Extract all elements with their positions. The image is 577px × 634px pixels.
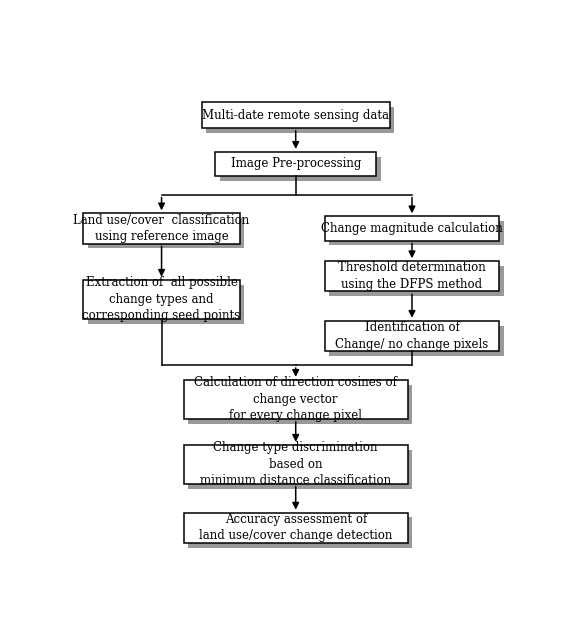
FancyBboxPatch shape bbox=[83, 280, 240, 319]
FancyBboxPatch shape bbox=[184, 380, 407, 419]
FancyBboxPatch shape bbox=[220, 157, 381, 181]
FancyBboxPatch shape bbox=[83, 213, 240, 243]
Text: Calculation of direction cosines of
change vector
for every change pixel: Calculation of direction cosines of chan… bbox=[194, 376, 397, 422]
FancyBboxPatch shape bbox=[215, 152, 376, 176]
FancyBboxPatch shape bbox=[329, 325, 504, 356]
FancyBboxPatch shape bbox=[184, 444, 407, 484]
FancyBboxPatch shape bbox=[329, 266, 504, 296]
Text: Multi-date remote sensing data: Multi-date remote sensing data bbox=[202, 108, 389, 122]
Text: Change type discrimination
based on
minimum distance classification: Change type discrimination based on mini… bbox=[200, 441, 391, 487]
FancyBboxPatch shape bbox=[325, 216, 499, 240]
Text: Identification of
Change/ no change pixels: Identification of Change/ no change pixe… bbox=[335, 321, 489, 351]
FancyBboxPatch shape bbox=[184, 512, 407, 543]
Text: Image Pre-processing: Image Pre-processing bbox=[231, 157, 361, 171]
FancyBboxPatch shape bbox=[329, 221, 504, 245]
FancyBboxPatch shape bbox=[188, 517, 412, 548]
FancyBboxPatch shape bbox=[88, 285, 244, 323]
Text: Threshold determination
using the DFPS method: Threshold determination using the DFPS m… bbox=[338, 261, 486, 291]
FancyBboxPatch shape bbox=[188, 385, 412, 424]
Text: Extraction of  all possible
change types and
corresponding seed points: Extraction of all possible change types … bbox=[83, 276, 241, 322]
FancyBboxPatch shape bbox=[88, 218, 244, 249]
FancyBboxPatch shape bbox=[325, 261, 499, 292]
Text: Change magnitude calculation: Change magnitude calculation bbox=[321, 222, 503, 235]
Text: Land use/cover  classification
using reference image: Land use/cover classification using refe… bbox=[73, 214, 250, 243]
FancyBboxPatch shape bbox=[188, 450, 412, 489]
FancyBboxPatch shape bbox=[325, 321, 499, 351]
FancyBboxPatch shape bbox=[202, 103, 389, 128]
FancyBboxPatch shape bbox=[207, 107, 394, 133]
Text: Accuracy assessment of
land use/cover change detection: Accuracy assessment of land use/cover ch… bbox=[199, 513, 392, 543]
